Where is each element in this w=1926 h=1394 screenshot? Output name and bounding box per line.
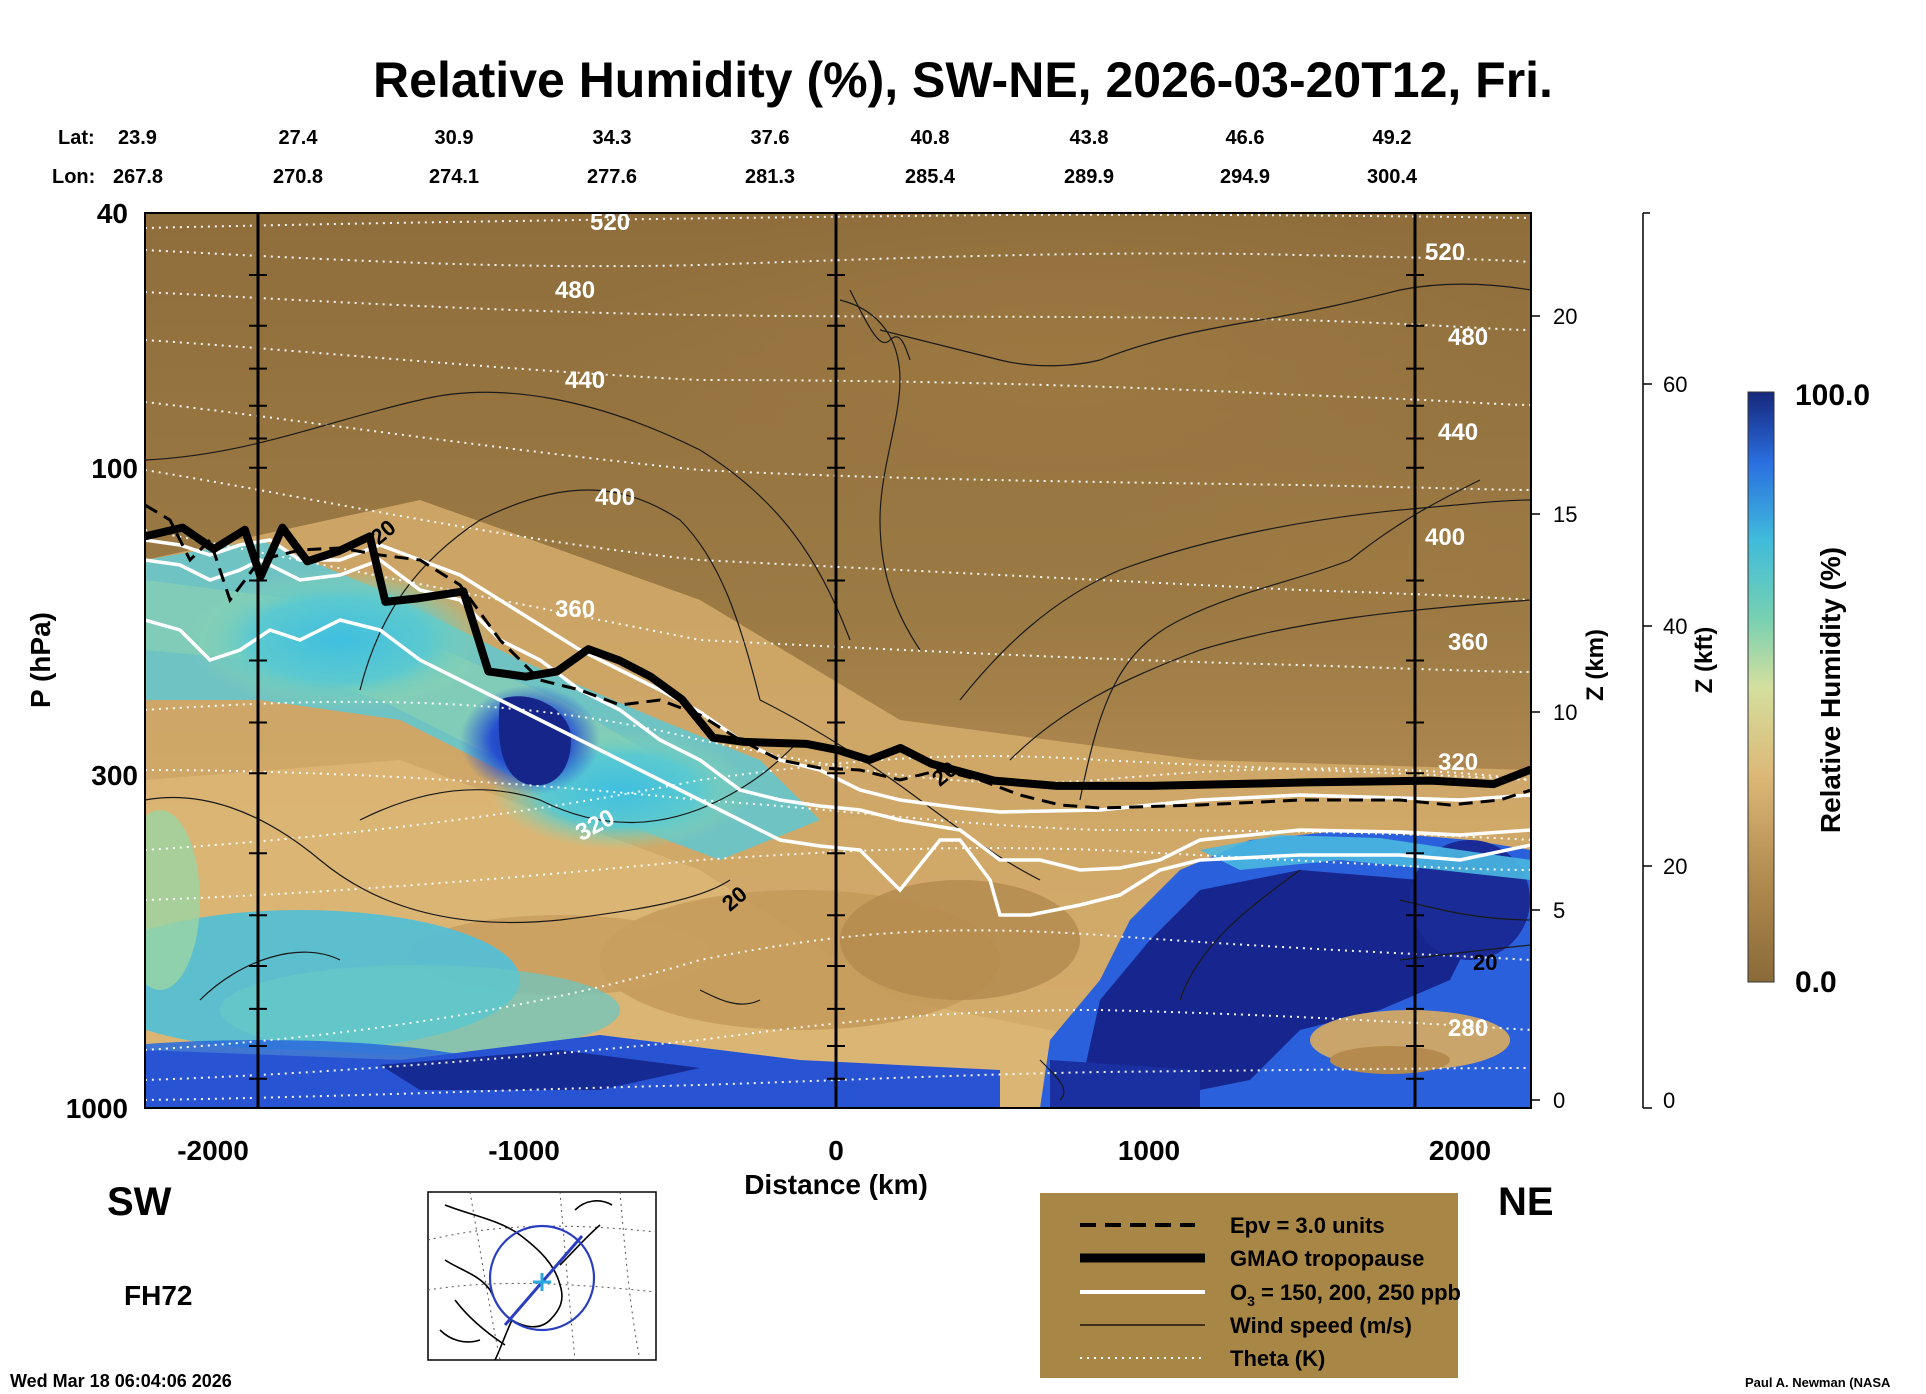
y-tick-label: 300 — [91, 760, 138, 791]
y-tick-label: 1000 — [66, 1093, 128, 1124]
chart-title: Relative Humidity (%), SW-NE, 2026-03-20… — [373, 52, 1553, 108]
legend-label-ozone: O3 = 150, 200, 250 ppb — [1230, 1280, 1461, 1309]
theta-label: 360 — [1448, 629, 1488, 656]
z-kft-tick-label: 0 — [1663, 1088, 1675, 1113]
lon-value: 274.1 — [429, 166, 479, 188]
lon-value: 267.8 — [113, 166, 163, 188]
legend-label-epv: Epv = 3.0 units — [1230, 1213, 1385, 1238]
lat-values: 23.9 27.4 30.9 34.3 37.6 40.8 43.8 46.6 49.2 — [118, 127, 1411, 149]
z-km-tick-label: 20 — [1553, 304, 1577, 329]
ozone-o: O — [1230, 1280, 1247, 1305]
legend-label-theta: Theta (K) — [1230, 1346, 1325, 1371]
lon-value: 300.4 — [1367, 166, 1418, 188]
legend-label-wind: Wind speed (m/s) — [1230, 1313, 1412, 1338]
colorbar — [1747, 391, 1775, 983]
z-km-label: Z (km) — [1582, 629, 1609, 701]
theta-label: 320 — [1438, 749, 1478, 776]
x-tick-label: 2000 — [1429, 1135, 1491, 1166]
colorbar-max-label: 100.0 — [1795, 379, 1870, 412]
theta-label: 520 — [1425, 239, 1465, 266]
credit: Paul A. Newman (NASA — [1745, 1375, 1891, 1390]
x-axis: -2000 -1000 0 1000 2000 — [177, 1135, 1491, 1166]
direction-sw: SW — [107, 1180, 172, 1224]
theta-label: 480 — [555, 277, 595, 304]
direction-ne: NE — [1498, 1180, 1554, 1224]
theta-label: 400 — [595, 484, 635, 511]
lat-value: 49.2 — [1373, 127, 1412, 149]
colorbar-label: Relative Humidity (%) — [1815, 547, 1846, 833]
wind-label: 20 — [1473, 950, 1497, 975]
lat-value: 46.6 — [1226, 127, 1265, 149]
lon-value: 277.6 — [587, 166, 637, 188]
rh-field — [145, 213, 1531, 1108]
z-kft-tick-label: 20 — [1663, 854, 1687, 879]
lat-value: 40.8 — [911, 127, 950, 149]
lat-label: Lat: — [58, 127, 95, 149]
z-kft-label: Z (kft) — [1691, 627, 1718, 694]
lon-value: 270.8 — [273, 166, 323, 188]
tropopause-line — [145, 523, 1531, 790]
lat-value: 37.6 — [751, 127, 790, 149]
z-kft-ticks: 60 40 20 0 — [1663, 372, 1687, 1113]
lon-value: 289.9 — [1064, 166, 1114, 188]
lat-value: 43.8 — [1070, 127, 1109, 149]
legend-label-tropopause: GMAO tropopause — [1230, 1246, 1424, 1271]
colorbar-min-label: 0.0 — [1795, 966, 1837, 999]
z-km-axis — [1531, 315, 1540, 1101]
x-tick-label: -2000 — [177, 1135, 249, 1166]
plot-frame — [144, 212, 1532, 1109]
y-tick-label: 40 — [97, 198, 128, 229]
theta-labels: 520 480 440 400 360 320 520 480 440 400 … — [555, 209, 1488, 1042]
x-tick-label: -1000 — [488, 1135, 560, 1166]
lat-value: 27.4 — [279, 127, 319, 149]
theta-label: 280 — [1448, 1015, 1488, 1042]
ozone-rest: = 150, 200, 250 ppb — [1255, 1280, 1461, 1305]
theta-label: 360 — [555, 596, 595, 623]
lon-label: Lon: — [52, 166, 95, 188]
lon-value: 294.9 — [1220, 166, 1270, 188]
theta-label: 400 — [1425, 524, 1465, 551]
legend: Epv = 3.0 units GMAO tropopause O3 = 150… — [1040, 1193, 1461, 1378]
lat-value: 23.9 — [118, 127, 157, 149]
z-km-ticks: 20 15 10 5 0 — [1553, 304, 1577, 1113]
z-km-tick-label: 5 — [1553, 898, 1565, 923]
x-tick-label: 0 — [828, 1135, 844, 1166]
x-tick-label: 1000 — [1118, 1135, 1180, 1166]
theta-label: 440 — [1438, 419, 1478, 446]
lon-value: 285.4 — [905, 166, 956, 188]
lat-value: 30.9 — [435, 127, 474, 149]
y-axis-label: P (hPa) — [25, 612, 56, 708]
inset-map — [427, 1191, 657, 1361]
lat-value: 34.3 — [593, 127, 632, 149]
z-km-tick-label: 0 — [1553, 1088, 1565, 1113]
theta-label: 480 — [1448, 324, 1488, 351]
lon-values: 267.8 270.8 274.1 277.6 281.3 285.4 289.9 294.9… — [113, 166, 1418, 188]
z-kft-axis — [1642, 212, 1652, 1109]
z-kft-tick-label: 40 — [1663, 614, 1687, 639]
z-km-tick-label: 10 — [1553, 700, 1577, 725]
timestamp: Wed Mar 18 06:04:06 2026 — [10, 1371, 232, 1391]
z-kft-tick-label: 60 — [1663, 372, 1687, 397]
ozone-sub: 3 — [1247, 1293, 1255, 1309]
y-tick-label: 100 — [91, 453, 138, 484]
z-km-tick-label: 15 — [1553, 502, 1577, 527]
theta-label: 440 — [565, 367, 605, 394]
y-axis: 40 100 300 1000 — [66, 198, 138, 1124]
x-axis-label: Distance (km) — [744, 1169, 928, 1200]
forecast-hour: FH72 — [124, 1280, 192, 1311]
lon-value: 281.3 — [745, 166, 795, 188]
